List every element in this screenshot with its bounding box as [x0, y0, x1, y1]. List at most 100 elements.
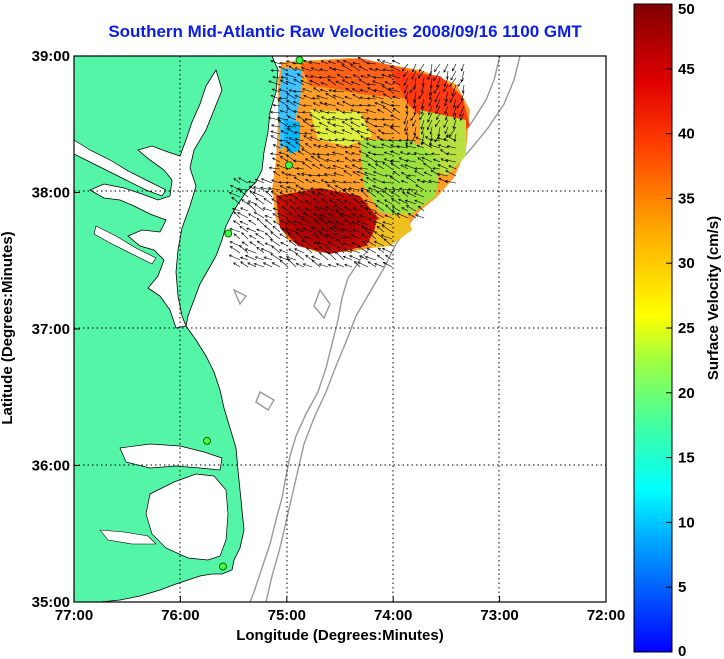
velocity-arrow-head — [326, 241, 330, 244]
velocity-arrow-head — [390, 114, 394, 118]
velocity-arrow-head — [326, 246, 330, 250]
velocity-arrow — [287, 141, 297, 149]
velocity-arrow — [272, 157, 281, 163]
velocity-arrow-head — [358, 103, 362, 107]
velocity-arrow-head — [419, 117, 423, 121]
velocity-arrow-head — [302, 263, 306, 267]
velocity-arrow-head — [302, 120, 306, 123]
velocity-arrow-head — [336, 198, 340, 202]
velocity-arrow-head — [400, 180, 404, 183]
velocity-arrow-head — [280, 242, 284, 245]
potomac-river — [74, 139, 167, 197]
velocity-arrow-head — [349, 248, 353, 252]
velocity-arrow-head — [374, 220, 378, 224]
velocity-arrow-head — [292, 61, 296, 65]
velocity-arrow-head — [421, 142, 425, 145]
velocity-arrow-head — [270, 253, 274, 256]
velocity-arrow — [233, 233, 241, 240]
velocity-arrow — [237, 212, 249, 219]
velocity-arrow — [406, 105, 409, 114]
velocity-arrow — [319, 102, 329, 107]
velocity-arrow — [406, 176, 417, 184]
velocity-arrow — [233, 220, 241, 226]
velocity-arrow-head — [364, 199, 368, 203]
velocity-arrow — [344, 200, 353, 205]
velocity-arrow-head — [316, 241, 320, 245]
velocity-arrow — [287, 220, 297, 226]
velocity-arrow — [337, 73, 345, 79]
velocity-arrow — [255, 233, 265, 240]
velocity-arrow-head — [384, 81, 388, 84]
velocity-arrow-head — [430, 138, 434, 142]
velocity-arrow — [382, 85, 393, 93]
velocity-arrow-head — [296, 207, 300, 211]
velocity-arrow-head — [417, 75, 421, 79]
velocity-arrow-head — [374, 160, 378, 164]
velocity-arrow — [327, 241, 337, 247]
grid-lines — [74, 56, 606, 602]
velocity-arrow-head — [398, 157, 402, 161]
velocity-arrow-head — [276, 164, 280, 168]
velocity-arrow-head — [270, 60, 274, 63]
velocity-arrow-head — [381, 85, 385, 88]
velocity-arrow — [336, 263, 345, 268]
velocity-arrow — [396, 213, 409, 219]
velocity-arrow — [444, 98, 449, 106]
velocity-arrow-head — [341, 129, 345, 132]
velocity-arrow — [420, 119, 425, 130]
velocity-arrow — [249, 190, 257, 198]
velocity-arrow-head — [319, 214, 323, 217]
velocity-arrow — [427, 70, 433, 80]
velocity-arrow-head — [246, 227, 250, 231]
velocity-arrow — [361, 225, 369, 233]
velocity-arrow — [430, 139, 441, 142]
velocity-arrow — [415, 136, 425, 142]
velocity-arrow-head — [403, 73, 407, 77]
velocity-arrow — [300, 80, 313, 86]
velocity-arrow — [348, 187, 361, 191]
velocity-arrow — [289, 240, 297, 247]
velocity-arrow — [368, 212, 377, 219]
velocity-arrow-head — [295, 231, 299, 235]
velocity-arrow-head — [412, 123, 415, 127]
velocity-arrow — [241, 232, 249, 240]
velocity-arrow-head — [334, 185, 338, 188]
velocity-arrow — [265, 232, 273, 240]
velocity-arrow — [390, 150, 401, 156]
velocity-arrow-head — [292, 159, 296, 163]
velocity-arrow-head — [320, 227, 324, 231]
velocity-arrow-head — [321, 197, 325, 201]
velocity-arrow-head — [264, 242, 268, 246]
velocity-arrow-head — [331, 151, 336, 155]
velocity-arrow — [392, 188, 401, 191]
velocity-arrow — [239, 245, 249, 254]
velocity-arrow-head — [328, 226, 332, 230]
velocity-arrow-head — [260, 248, 264, 251]
velocity-arrow-head — [327, 138, 331, 142]
velocity-arrow — [378, 247, 385, 254]
velocity-arrow-head — [327, 166, 331, 170]
velocity-arrow-head — [445, 76, 449, 80]
velocity-arrow — [288, 194, 297, 198]
velocity-arrow — [373, 153, 385, 156]
velocity-arrow-head — [272, 220, 277, 224]
velocity-arrow — [287, 186, 297, 191]
velocity-arrow-head — [270, 231, 274, 235]
velocity-arrow-head — [239, 244, 243, 248]
velocity-arrow-head — [304, 74, 308, 78]
velocity-arrow — [303, 135, 313, 142]
velocity-arrow-head — [392, 170, 396, 174]
york-river — [93, 225, 157, 265]
velocity-arrow — [400, 164, 409, 170]
velocity-arrow — [311, 156, 321, 163]
velocity-arrow — [366, 128, 377, 135]
velocity-arrow — [414, 105, 417, 115]
velocity-arrow — [392, 81, 401, 86]
velocity-arrow-head — [440, 158, 444, 162]
velocity-arrow-head — [373, 89, 377, 92]
velocity-arrow — [405, 126, 409, 135]
velocity-arrow-head — [319, 101, 323, 105]
velocity-arrow — [297, 150, 305, 156]
velocity-arrow-head — [332, 164, 336, 168]
velocity-arrow-head — [313, 241, 317, 245]
